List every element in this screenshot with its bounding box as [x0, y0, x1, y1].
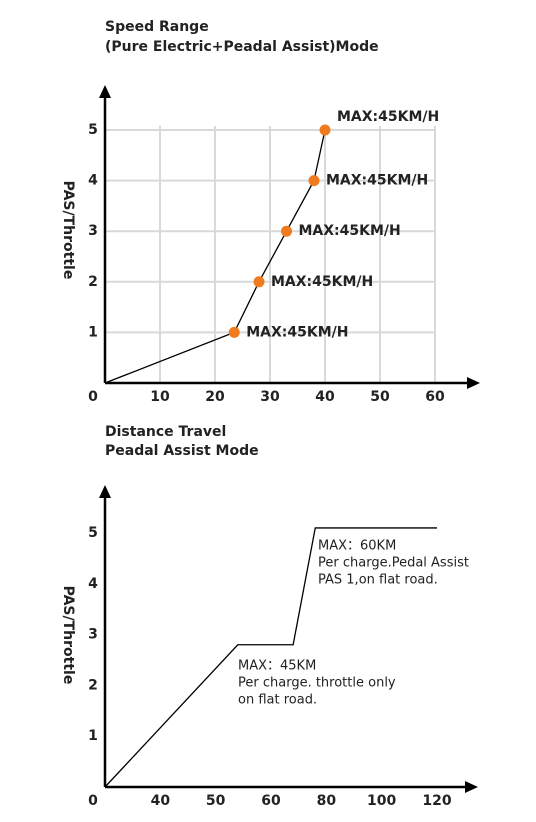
y-tick-label: 4 [88, 173, 98, 189]
x-tick-label: 100 [367, 793, 396, 809]
x-tick-label: 10 [150, 389, 170, 405]
y-axis-label: PAS/Throttle [60, 181, 76, 280]
y-tick-label: 5 [88, 122, 98, 138]
annotation-text: Per charge.Pedal Assist [318, 556, 469, 571]
chart-title: Speed Range [105, 19, 209, 35]
x-tick-label: 60 [261, 793, 281, 809]
point-annotation: MAX:45KM/H [246, 324, 348, 340]
annotation-text: MAX：45KM [238, 659, 316, 674]
x-tick-label: 60 [425, 389, 445, 405]
point-annotation: MAX:45KM/H [337, 109, 439, 125]
x-tick-label: 30 [260, 389, 280, 405]
point-annotation: MAX:45KM/H [271, 274, 373, 290]
y-tick-label: 1 [88, 728, 98, 744]
data-point [308, 175, 320, 187]
y-tick-label: 2 [88, 274, 98, 290]
annotation-text: PAS 1,on flat road. [318, 573, 438, 588]
y-tick-label: 5 [88, 525, 98, 541]
y-axis-label: PAS/Throttle [60, 586, 76, 685]
x-tick-label: 20 [205, 389, 225, 405]
annotation-text: MAX：60KM [318, 539, 396, 554]
x-tick-label: 0 [88, 793, 98, 809]
x-tick-label: 80 [317, 793, 337, 809]
annotation-text: Per charge. throttle only [238, 676, 396, 691]
x-tick-label: 40 [315, 389, 335, 405]
y-tick-label: 1 [88, 324, 98, 340]
point-annotation: MAX:45KM/H [299, 223, 401, 239]
data-point [253, 276, 265, 288]
y-tick-label: 4 [88, 576, 98, 592]
axis-arrow [467, 377, 480, 389]
point-annotation: MAX:45KM/H [326, 173, 428, 189]
data-point [228, 326, 240, 338]
y-tick-label: 3 [88, 627, 98, 643]
chart-title: Peadal Assist Mode [105, 443, 259, 459]
x-tick-label: 50 [206, 793, 226, 809]
y-tick-label: 3 [88, 223, 98, 239]
data-point [319, 124, 331, 136]
data-line [104, 527, 437, 788]
axis-arrow [99, 85, 111, 98]
axis-arrow [99, 485, 111, 498]
annotation-text: on flat road. [238, 693, 317, 708]
x-tick-label: 0 [88, 389, 98, 405]
axis-arrow [465, 781, 478, 793]
x-tick-label: 120 [422, 793, 451, 809]
chart-title: Distance Travel [105, 424, 226, 440]
data-line [104, 129, 326, 384]
data-point [281, 225, 292, 237]
chart-title: (Pure Electric+Peadal Assist)Mode [105, 39, 379, 55]
x-tick-label: 40 [151, 793, 171, 809]
x-tick-label: 50 [370, 389, 390, 405]
y-tick-label: 2 [88, 677, 98, 693]
